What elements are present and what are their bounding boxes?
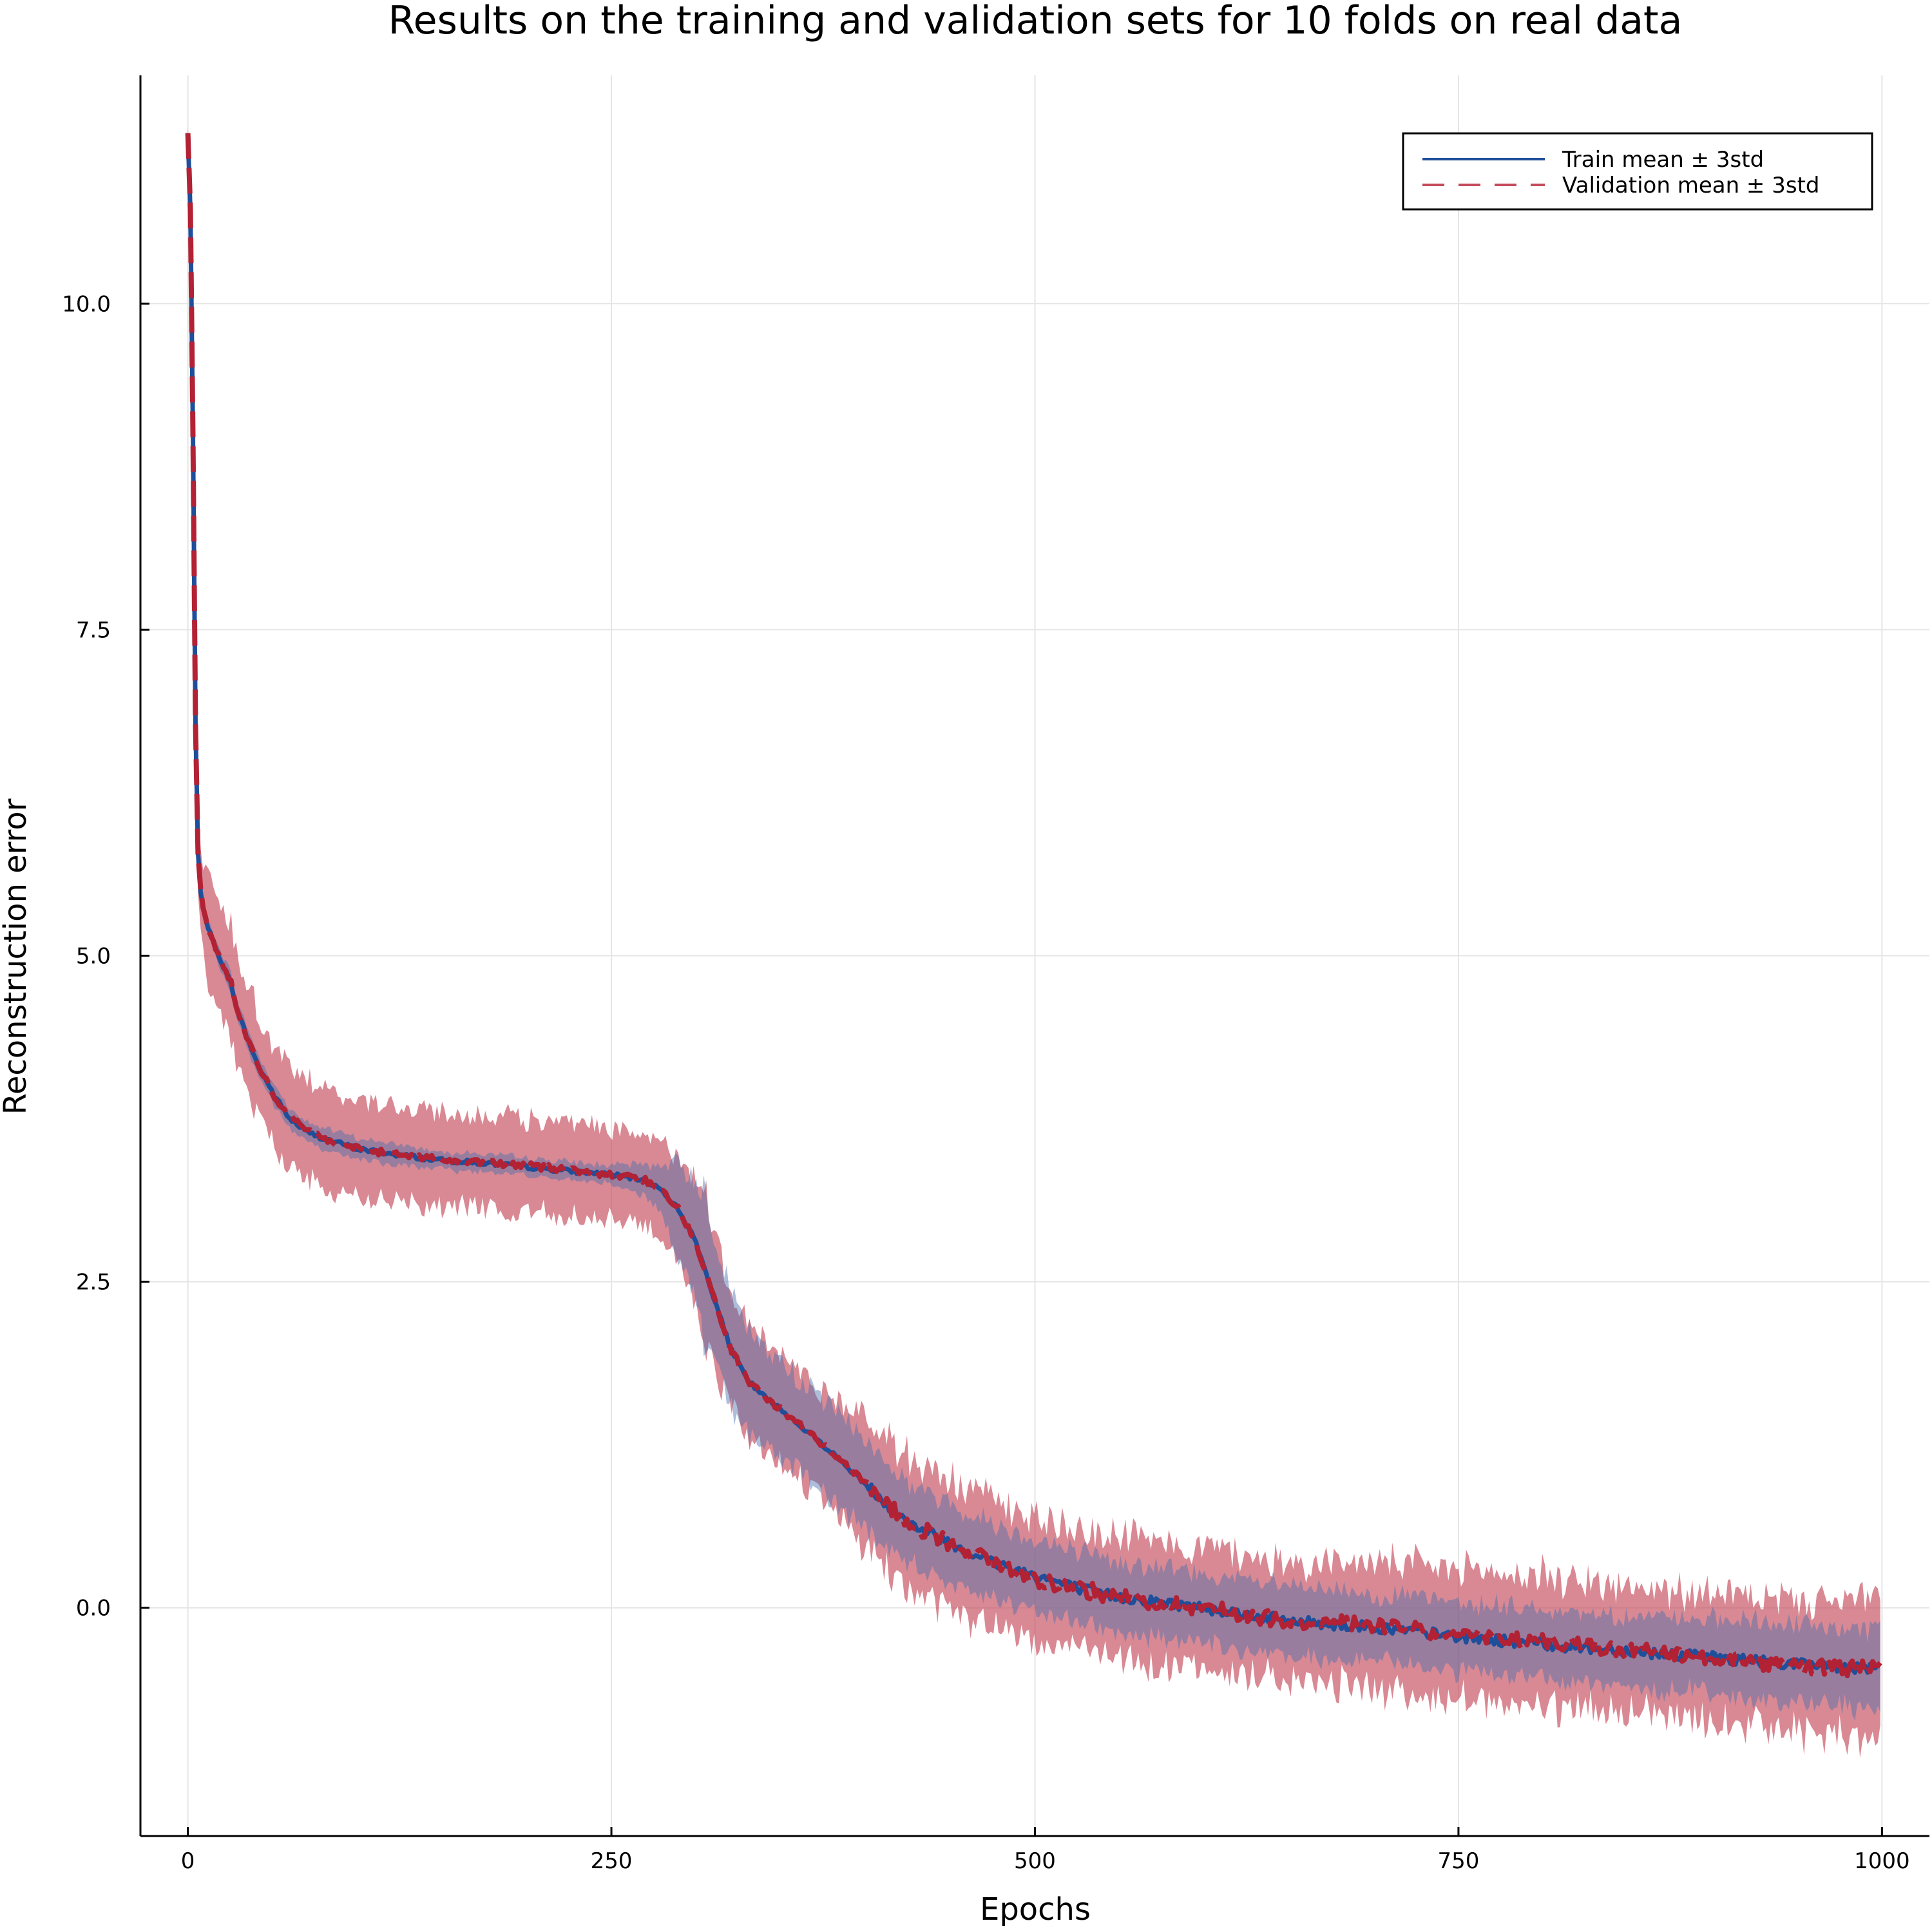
x-tick-label-3: 750 <box>1437 1848 1479 1874</box>
y-tick-label-0: 0.0 <box>76 1596 111 1621</box>
y-tick-label-4: 10.0 <box>62 291 111 317</box>
x-tick-label-4: 1000 <box>1854 1848 1910 1874</box>
x-tick-label-2: 500 <box>1014 1848 1056 1874</box>
legend-validation-label: Validation mean ± 3std <box>1562 173 1819 198</box>
legend: Train mean ± 3std Validation mean ± 3std <box>1402 132 1873 211</box>
y-tick-label-3: 7.5 <box>76 617 111 643</box>
validation-mean-line <box>185 133 1882 1679</box>
tick-layer: 0 250 500 750 1000 0.0 2.5 5.0 7.5 10.0 <box>62 291 1909 1874</box>
y-axis-title: Reconstruction error <box>0 798 33 1114</box>
x-tick-label-0: 0 <box>181 1848 195 1874</box>
legend-box <box>1402 132 1873 211</box>
legend-train-label: Train mean ± 3std <box>1562 147 1764 173</box>
x-axis-title: Epochs <box>980 1891 1091 1927</box>
chart-title: Results on the training and validation s… <box>388 0 1683 43</box>
validation-line-layer <box>185 133 1882 1679</box>
y-tick-label-1: 2.5 <box>76 1270 111 1296</box>
y-tick-label-2: 5.0 <box>76 944 111 970</box>
x-tick-label-1: 250 <box>591 1848 633 1874</box>
